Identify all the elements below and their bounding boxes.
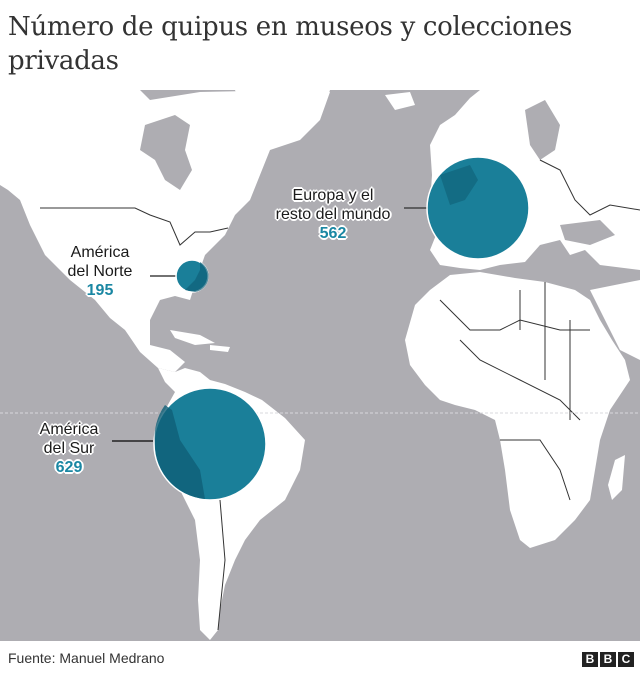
land-africa bbox=[405, 272, 630, 548]
region-value: 195 bbox=[86, 282, 114, 299]
bubble-europe bbox=[426, 156, 530, 260]
label-north-america: América del Norte 195 bbox=[50, 243, 150, 300]
bbc-logo-letter: B bbox=[582, 652, 598, 667]
land-north-america bbox=[0, 90, 330, 372]
region-value: 629 bbox=[55, 459, 83, 476]
bbc-logo-letter: B bbox=[600, 652, 616, 667]
world-map: América del Norte 195 Europa y el resto … bbox=[0, 90, 640, 641]
map-graphic bbox=[0, 90, 640, 640]
label-europe: Europa y el resto del mundo 562 bbox=[258, 186, 408, 243]
land-arabia bbox=[590, 280, 640, 360]
page-title: Número de quipus en museos y colecciones… bbox=[8, 12, 573, 76]
region-name-line1: América bbox=[39, 421, 99, 438]
land-greenland bbox=[235, 90, 330, 130]
bbc-logo: B B C bbox=[582, 652, 634, 667]
region-name-line1: Europa y el bbox=[292, 187, 374, 204]
label-south-america: América del Sur 629 bbox=[24, 420, 114, 477]
bbc-logo-letter: C bbox=[618, 652, 634, 667]
region-name-line1: América bbox=[70, 244, 130, 261]
source-text: Fuente: Manuel Medrano bbox=[8, 650, 165, 666]
region-name-line2: resto del mundo bbox=[275, 206, 391, 223]
region-name-line2: del Norte bbox=[67, 263, 133, 280]
region-name-line2: del Sur bbox=[43, 440, 95, 457]
region-value: 562 bbox=[319, 225, 347, 242]
